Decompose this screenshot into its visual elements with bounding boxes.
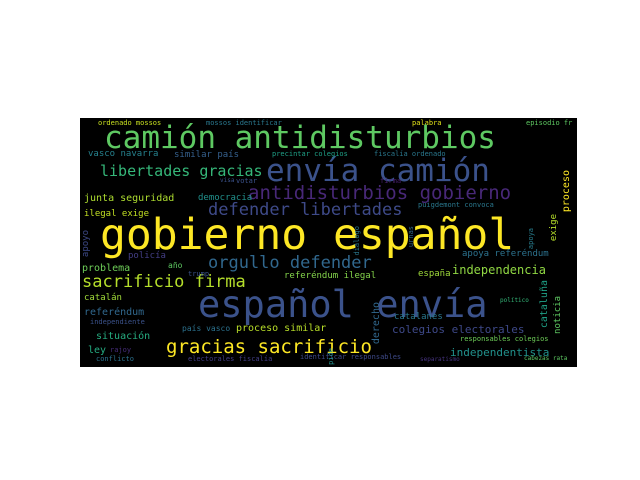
word: españa (418, 269, 451, 279)
word: diálogo (353, 226, 361, 256)
word: político (500, 297, 529, 304)
word: cabezas rata (524, 355, 568, 362)
word: visa (220, 177, 235, 184)
word: precintar colegios (272, 150, 348, 158)
word: español envía (198, 283, 488, 326)
word: orgullo defender (208, 253, 372, 273)
word: referéndum ilegal (284, 271, 377, 281)
word: apoya (527, 228, 535, 250)
word: electorales fiscalía (188, 355, 273, 363)
word: problema (82, 263, 131, 274)
word: camión antidisturbios (104, 120, 496, 156)
word-cloud: ordenado mossos mossos identificar palab… (80, 118, 577, 367)
word: catalanes (394, 312, 443, 322)
word: conflicto (96, 355, 134, 363)
word: democracia (198, 193, 253, 203)
word: situación (96, 331, 151, 342)
word: apoyo (81, 230, 91, 258)
word: puigdemont convoca (418, 201, 494, 209)
word: urnas (407, 226, 415, 248)
word: episodio fr (526, 119, 573, 127)
word: defender libertades (208, 200, 403, 220)
word: responsables colegios (460, 335, 549, 343)
word: año (168, 261, 183, 270)
word: referéndum (84, 307, 145, 318)
word: fiscalía ordenado (374, 150, 446, 158)
word: vasco navarra (88, 149, 159, 159)
word: votar (236, 177, 258, 185)
word: gracias sacrificio (166, 336, 372, 358)
word: antidisturbios gobierno (248, 182, 512, 204)
word: libertades gracias (100, 162, 263, 180)
word: trump (188, 270, 210, 278)
word: mossos identificar (206, 119, 282, 127)
word: catalán (84, 293, 122, 303)
word: proceso (561, 170, 572, 213)
word: proceso similar (236, 323, 327, 334)
word: gobierno español (100, 210, 515, 260)
word: separatismo (420, 356, 460, 363)
word: exige (549, 214, 559, 242)
word: policía (128, 251, 166, 261)
word: cataluña (539, 280, 550, 329)
word: ley (88, 345, 107, 356)
word: palabra (412, 119, 442, 127)
word: ilegal exige (84, 209, 150, 219)
word: noticia (553, 296, 563, 334)
word: rajoy (110, 346, 132, 354)
word: independiente (90, 318, 145, 326)
word: pide (327, 348, 335, 365)
word: ordenado mossos (98, 119, 162, 127)
word: firma (380, 177, 402, 185)
word: colegios electorales (392, 323, 525, 336)
word: independencia (452, 263, 546, 277)
word: identificar responsables (300, 353, 402, 361)
word: apoya referéndum (462, 249, 549, 259)
word: junta seguridad (84, 193, 175, 204)
word: independentista (450, 346, 550, 359)
word: envía camión (266, 153, 490, 189)
word: similar país (174, 150, 240, 160)
word: país vasco (182, 324, 231, 333)
word: derecho (371, 302, 382, 345)
word: sacrificio firma (82, 272, 246, 292)
